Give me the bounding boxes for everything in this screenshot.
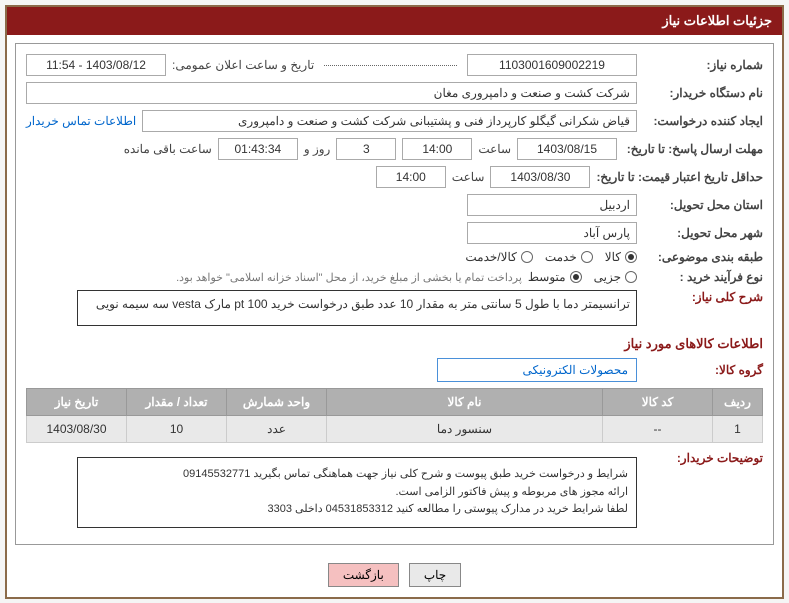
countdown-value: 01:43:34 <box>218 138 298 160</box>
radio-partial[interactable]: جزیی <box>594 270 637 284</box>
city-value: پارس آباد <box>467 222 637 244</box>
button-row: چاپ بازگشت <box>7 553 782 597</box>
days-label: روز و <box>304 142 331 156</box>
category-label: طبقه بندی موضوعی: <box>643 250 763 264</box>
validity-label: حداقل تاریخ اعتبار قیمت: تا تاریخ: <box>596 170 763 184</box>
buyer-value: شرکت کشت و صنعت و دامپروری مغان <box>26 82 637 104</box>
row-province: استان محل تحویل: اردبیل <box>26 194 763 216</box>
notes-line-3: لطفا شرایط خرید در مدارک پیوستی را مطالع… <box>86 501 628 519</box>
cell-code: -- <box>603 416 713 443</box>
radio-goods-icon <box>625 251 637 263</box>
province-label: استان محل تحویل: <box>643 198 763 212</box>
table-header-row: ردیف کد کالا نام کالا واحد شمارش تعداد /… <box>27 389 763 416</box>
row-reply-deadline: مهلت ارسال پاسخ: تا تاریخ: 1403/08/15 سا… <box>26 138 763 160</box>
radio-medium[interactable]: متوسط <box>528 270 582 284</box>
process-note: پرداخت تمام یا بخشی از مبلغ خرید، از محل… <box>176 271 522 284</box>
row-buyer: نام دستگاه خریدار: شرکت کشت و صنعت و دام… <box>26 82 763 104</box>
row-process: نوع فرآیند خرید : جزیی متوسط پرداخت تمام… <box>26 270 763 284</box>
row-group: گروه کالا: محصولات الکترونیکی <box>26 358 763 382</box>
buyer-contact-link[interactable]: اطلاعات تماس خریدار <box>26 114 136 128</box>
category-radio-group: کالا خدمت کالا/خدمت <box>465 250 637 264</box>
process-radio-group: جزیی متوسط <box>528 270 637 284</box>
days-remaining: 3 <box>336 138 396 160</box>
cell-unit: عدد <box>227 416 327 443</box>
row-validity: حداقل تاریخ اعتبار قیمت: تا تاریخ: 1403/… <box>26 166 763 188</box>
desc-label: شرح کلی نیاز: <box>643 290 763 304</box>
row-description: شرح کلی نیاز: ترانسیمتر دما با طول 5 سان… <box>26 290 763 326</box>
cell-date: 1403/08/30 <box>27 416 127 443</box>
radio-service-label: خدمت <box>545 250 577 264</box>
radio-service-icon <box>581 251 593 263</box>
requester-value: قیاض شکرانی گیگلو کارپرداز فنی و پشتیبان… <box>142 110 637 132</box>
title-bar: جزئیات اطلاعات نیاز <box>7 7 782 35</box>
th-row: ردیف <box>713 389 763 416</box>
radio-medium-icon <box>570 271 582 283</box>
hour-label-2: ساعت <box>452 170 485 184</box>
th-name: نام کالا <box>327 389 603 416</box>
cell-name: سنسور دما <box>327 416 603 443</box>
need-number-label: شماره نیاز: <box>643 58 763 72</box>
row-requester: ایجاد کننده درخواست: قیاض شکرانی گیگلو ک… <box>26 110 763 132</box>
cell-idx: 1 <box>713 416 763 443</box>
cell-qty: 10 <box>127 416 227 443</box>
table-row: 1 -- سنسور دما عدد 10 1403/08/30 <box>27 416 763 443</box>
row-category: طبقه بندی موضوعی: کالا خدمت کالا/خدمت <box>26 250 763 264</box>
announce-label: تاریخ و ساعت اعلان عمومی: <box>172 58 314 72</box>
announce-value: 1403/08/12 - 11:54 <box>26 54 166 76</box>
desc-text: ترانسیمتر دما با طول 5 سانتی متر به مقدا… <box>77 290 637 326</box>
buyer-label: نام دستگاه خریدار: <box>643 86 763 100</box>
group-label: گروه کالا: <box>643 363 763 377</box>
row-buyer-notes: توضیحات خریدار: شرایط و درخواست خرید طبق… <box>26 451 763 528</box>
city-label: شهر محل تحویل: <box>643 226 763 240</box>
reply-deadline-label: مهلت ارسال پاسخ: تا تاریخ: <box>623 142 763 156</box>
radio-goods-service[interactable]: کالا/خدمت <box>465 250 532 264</box>
radio-goods[interactable]: کالا <box>605 250 637 264</box>
reply-date-value: 1403/08/15 <box>517 138 617 160</box>
buyer-notes-box: شرایط و درخواست خرید طبق پیوست و شرح کلی… <box>77 457 637 528</box>
group-value: محصولات الکترونیکی <box>437 358 637 382</box>
items-table: ردیف کد کالا نام کالا واحد شمارش تعداد /… <box>26 388 763 443</box>
need-number-value: 1103001609002219 <box>467 54 637 76</box>
radio-goods-service-label: کالا/خدمت <box>465 250 516 264</box>
items-section-header: اطلاعات کالاهای مورد نیاز <box>26 336 763 352</box>
hour-label-1: ساعت <box>478 142 511 156</box>
requester-label: ایجاد کننده درخواست: <box>643 114 763 128</box>
th-code: کد کالا <box>603 389 713 416</box>
notes-line-1: شرایط و درخواست خرید طبق پیوست و شرح کلی… <box>86 466 628 484</box>
back-button[interactable]: بازگشت <box>328 563 399 587</box>
row-need-number: شماره نیاز: 1103001609002219 تاریخ و ساع… <box>26 54 763 76</box>
th-qty: تعداد / مقدار <box>127 389 227 416</box>
validity-date-value: 1403/08/30 <box>490 166 590 188</box>
remaining-label: ساعت باقی مانده <box>124 142 212 156</box>
row-city: شهر محل تحویل: پارس آباد <box>26 222 763 244</box>
reply-hour-value: 14:00 <box>402 138 472 160</box>
buyer-notes-label: توضیحات خریدار: <box>643 451 763 465</box>
print-button[interactable]: چاپ <box>409 563 461 587</box>
radio-goods-service-icon <box>521 251 533 263</box>
window-title: جزئیات اطلاعات نیاز <box>662 13 772 28</box>
radio-service[interactable]: خدمت <box>545 250 593 264</box>
radio-partial-icon <box>625 271 637 283</box>
dotted-spacer <box>324 65 457 66</box>
validity-hour-value: 14:00 <box>376 166 446 188</box>
radio-partial-label: جزیی <box>594 270 621 284</box>
radio-goods-label: کالا <box>605 250 621 264</box>
content-area: شماره نیاز: 1103001609002219 تاریخ و ساع… <box>15 43 774 545</box>
province-value: اردبیل <box>467 194 637 216</box>
radio-medium-label: متوسط <box>528 270 566 284</box>
process-label: نوع فرآیند خرید : <box>643 270 763 284</box>
th-date: تاریخ نیاز <box>27 389 127 416</box>
th-unit: واحد شمارش <box>227 389 327 416</box>
notes-line-2: ارائه مجوز های مربوطه و پیش فاکتور الزام… <box>86 484 628 502</box>
main-window: جزئیات اطلاعات نیاز شماره نیاز: 11030016… <box>5 5 784 599</box>
